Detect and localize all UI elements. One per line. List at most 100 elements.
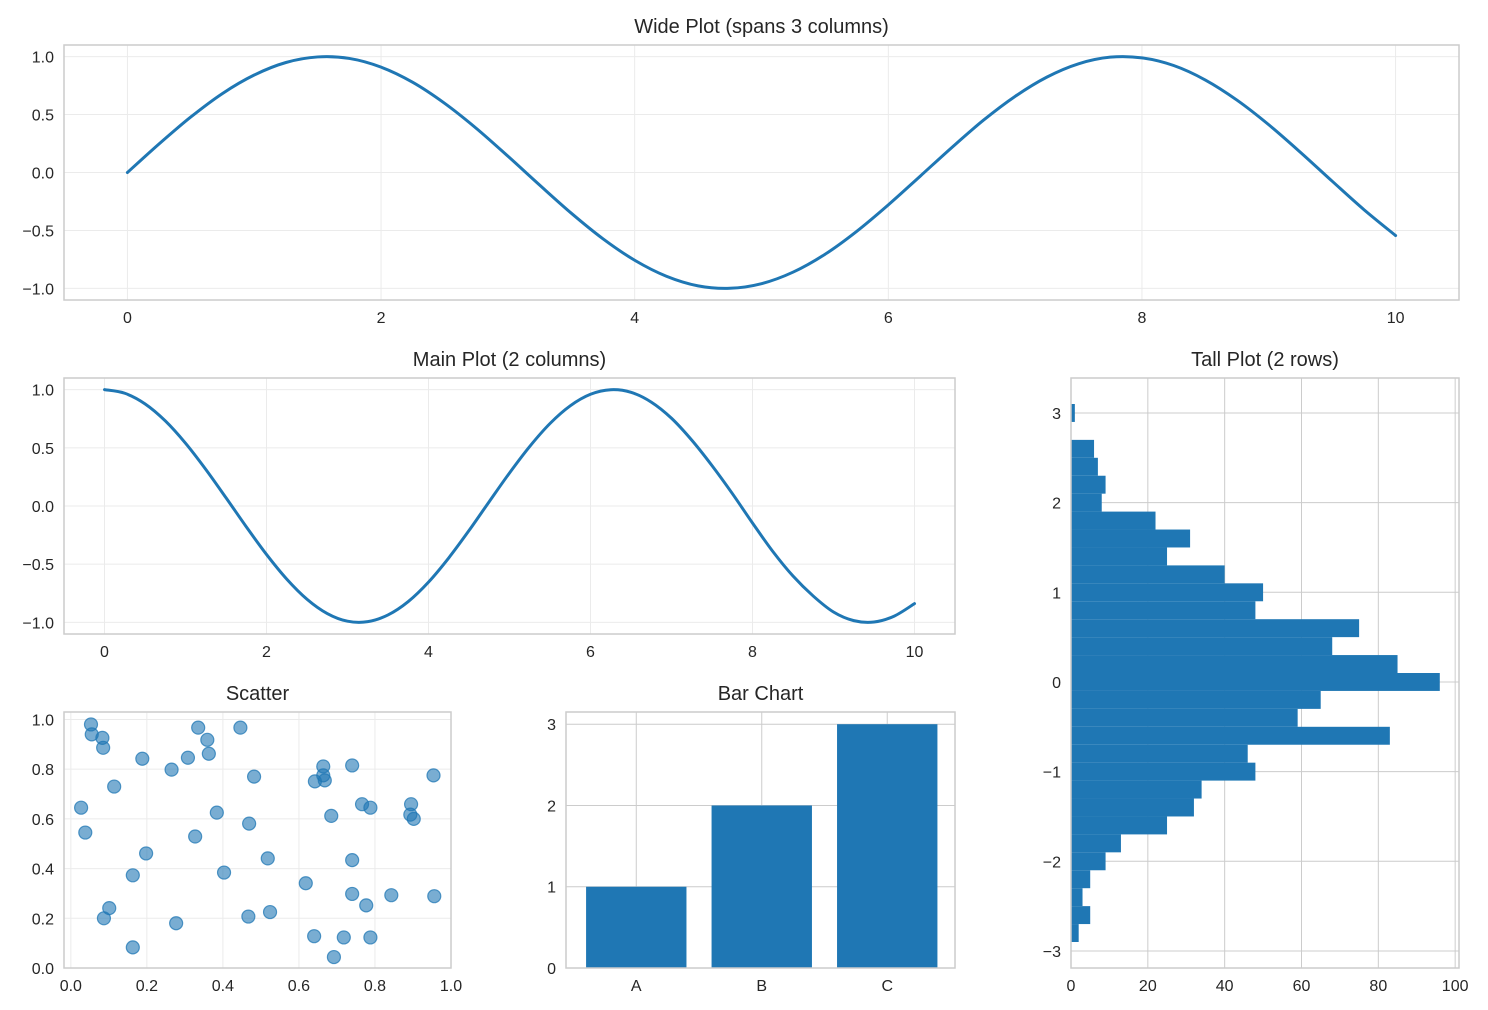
scatter-point <box>326 949 342 965</box>
scatter-point <box>241 909 256 924</box>
y-tick-label: 0.6 <box>32 812 54 829</box>
scatter-point <box>209 805 224 820</box>
histogram-bar <box>1071 816 1168 835</box>
y-tick-label: 0 <box>547 961 556 978</box>
scatter-point <box>135 751 150 766</box>
scatter-point <box>201 746 216 761</box>
x-tick-label: B <box>756 978 767 995</box>
scatter-point <box>324 808 339 823</box>
scatter-point <box>260 851 275 866</box>
scatter-point <box>359 898 374 913</box>
bar-B <box>711 805 812 968</box>
subplot-wide: Wide Plot (spans 3 columns) 0 2 4 6 8 10 −1.0 −0… <box>22 16 1460 327</box>
x-tick-label: 100 <box>1442 978 1469 995</box>
scatter-point <box>317 773 332 788</box>
scatter-point <box>406 811 421 826</box>
scatter-point <box>246 769 262 784</box>
y-tick-label: −2 <box>1043 854 1061 871</box>
x-tick-label: 40 <box>1216 978 1234 995</box>
x-tick-label: 10 <box>906 644 924 661</box>
y-tick-label: 0.5 <box>32 441 54 458</box>
y-tick-label: 3 <box>1052 406 1061 423</box>
x-tick-label: 2 <box>377 310 386 327</box>
histogram-bar <box>1071 798 1194 817</box>
histogram-bar <box>1071 870 1091 889</box>
scatter-point <box>345 758 360 773</box>
histogram-bar <box>1071 637 1333 656</box>
series-line <box>103 388 916 624</box>
histogram-bar <box>1071 852 1106 871</box>
x-tick-label: 0.4 <box>212 978 234 995</box>
histogram-bar <box>1071 780 1202 799</box>
histogram-bar <box>1071 673 1440 691</box>
scatter-point <box>200 732 215 747</box>
y-tick-label: 1 <box>547 880 556 897</box>
histogram-bar <box>1071 601 1256 620</box>
chart-title: Tall Plot (2 rows) <box>1191 349 1339 371</box>
y-tick-label: 1.0 <box>32 50 54 67</box>
x-tick-label: 0.0 <box>60 978 82 995</box>
subplot-scatter: Scatter 0.0 0.2 0.4 0.6 0.8 1.0 0.0 0.2 0.4 0.6 0.8… <box>32 683 462 995</box>
y-tick-label: 0.0 <box>32 166 54 183</box>
scatter-point <box>262 904 278 920</box>
scatter-point <box>298 876 313 891</box>
axes-frame <box>1070 377 1460 969</box>
histogram-bar <box>1071 529 1191 548</box>
scatter-point <box>426 768 441 783</box>
histogram-bar <box>1071 762 1256 781</box>
x-tick-label: 1.0 <box>440 978 462 995</box>
x-tick-label: 0.2 <box>136 978 158 995</box>
axes-frame <box>63 711 452 969</box>
histogram-bar <box>1071 619 1360 638</box>
y-tick-label: 0.5 <box>32 108 54 125</box>
x-tick-label: 8 <box>1138 310 1147 327</box>
scatter-point <box>188 829 203 844</box>
x-tick-label: 10 <box>1387 310 1405 327</box>
x-tick-label: 60 <box>1293 978 1311 995</box>
scatter-point <box>363 800 378 815</box>
scatter-point <box>384 888 399 903</box>
histogram-bar <box>1071 888 1083 907</box>
y-tick-label: −3 <box>1043 944 1061 961</box>
histogram-bar <box>1071 439 1095 458</box>
histogram-bar <box>1071 834 1121 853</box>
scatter-point <box>125 868 140 883</box>
y-tick-label: 2 <box>1052 496 1061 513</box>
scatter-point <box>233 720 248 735</box>
x-tick-label: 2 <box>262 644 271 661</box>
scatter-point <box>125 940 140 955</box>
x-tick-label: 6 <box>586 644 595 661</box>
chart-title: Wide Plot (spans 3 columns) <box>634 16 889 38</box>
histogram-bar <box>1071 493 1102 512</box>
x-tick-label: 80 <box>1369 978 1387 995</box>
histogram-bar <box>1071 655 1398 673</box>
scatter-point <box>139 846 154 861</box>
x-tick-label: 0.8 <box>364 978 386 995</box>
chart-title: Main Plot (2 columns) <box>413 349 606 371</box>
y-tick-label: 0.8 <box>32 762 54 779</box>
x-tick-label: 6 <box>884 310 893 327</box>
scatter-point <box>336 930 351 945</box>
histogram-bar <box>1071 565 1225 584</box>
y-tick-label: 1.0 <box>32 712 54 729</box>
scatter-point <box>78 825 93 840</box>
x-tick-label: 20 <box>1139 978 1157 995</box>
y-tick-label: 0.2 <box>32 911 54 928</box>
histogram-bar <box>1071 726 1390 745</box>
scatter-point <box>427 889 442 904</box>
histogram-bar <box>1071 906 1091 925</box>
y-tick-label: −1.0 <box>22 281 54 298</box>
bar-C <box>837 724 938 968</box>
scatter-point <box>169 916 184 931</box>
histogram-bar <box>1071 457 1098 476</box>
y-tick-label: 0.0 <box>32 499 54 516</box>
scatter-point <box>107 779 122 794</box>
scatter-point <box>96 911 112 926</box>
histogram-bar <box>1071 924 1079 942</box>
histogram-bar <box>1071 583 1264 602</box>
y-tick-label: −1 <box>1043 765 1061 782</box>
y-tick-label: 0 <box>1052 675 1061 692</box>
histogram-bar <box>1071 547 1168 566</box>
subplot-bar: Bar Chart A B C 0 1 2 3 <box>547 683 956 995</box>
